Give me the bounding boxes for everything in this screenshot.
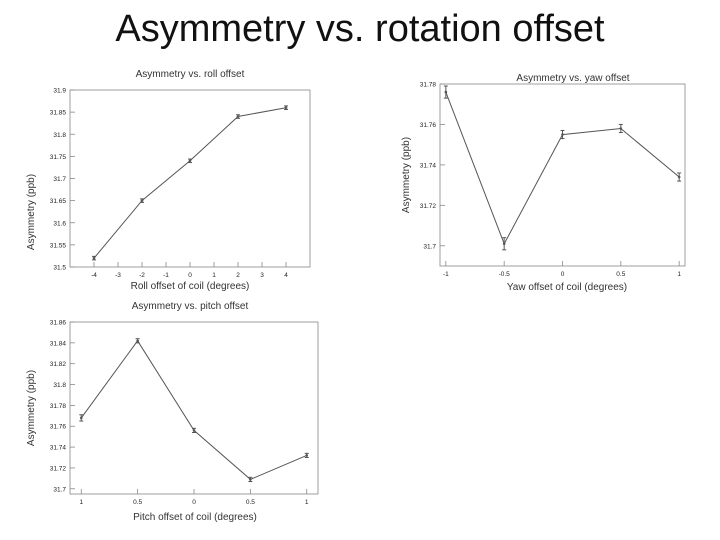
series-line [80, 339, 307, 480]
y-tick-label: 31.78 [420, 82, 437, 89]
x-tick-label: -3 [115, 272, 121, 279]
chart-title: Asymmetry vs. pitch offset [132, 301, 249, 312]
y-tick-label: 31.74 [420, 162, 437, 169]
y-tick-label: 31.86 [50, 320, 67, 327]
x-tick-label: 4 [284, 272, 288, 279]
y-tick-label: 31.82 [50, 361, 67, 368]
x-axis-label: Yaw offset of coil (degrees) [507, 282, 627, 293]
data-point [192, 429, 196, 432]
x-tick-label: 1 [305, 499, 309, 506]
data-point [561, 133, 564, 136]
y-tick-label: 31.7 [53, 486, 66, 493]
x-tick-label: 1 [79, 499, 83, 506]
y-axis-label: Asymmetry (ppb) [26, 174, 37, 250]
x-tick-label: -0.5 [499, 271, 511, 278]
y-tick-label: 31.55 [50, 242, 67, 249]
y-axis-label: Asymmetry (ppb) [26, 370, 37, 446]
x-axis-label: Roll offset of coil (degrees) [131, 281, 250, 292]
series-line [445, 91, 680, 245]
data-point [249, 478, 252, 481]
x-tick-label: 1 [677, 271, 681, 278]
data-point [502, 242, 506, 246]
x-tick-label: 1 [212, 272, 216, 279]
y-tick-label: 31.5 [53, 265, 66, 272]
data-point [188, 159, 192, 163]
plot-frame [69, 321, 319, 495]
data-point [619, 127, 623, 130]
data-point [79, 416, 83, 420]
y-tick-label: 31.76 [420, 122, 437, 129]
yaw-offset-chart: Asymmetry vs. yaw offset Asymmetry (ppb)… [401, 73, 686, 293]
x-tick-label: 3 [260, 272, 264, 279]
y-tick-label: 31.9 [53, 88, 66, 95]
y-tick-label: 31.65 [50, 198, 67, 205]
slide-title: Asymmetry vs. rotation offset [115, 8, 605, 50]
y-tick-label: 31.76 [50, 424, 67, 431]
x-tick-label: 0.5 [616, 271, 625, 278]
y-tick-label: 31.7 [53, 176, 66, 183]
y-tick-label: 31.78 [50, 403, 67, 410]
y-tick-label: 31.8 [53, 132, 66, 139]
x-tick-label: -1 [443, 271, 449, 278]
y-tick-label: 31.72 [50, 465, 67, 472]
y-tick-label: 31.75 [50, 154, 67, 161]
x-tick-label: 0 [561, 271, 565, 278]
x-tick-label: -1 [163, 272, 169, 279]
y-tick-label: 31.84 [50, 340, 67, 347]
y-tick-label: 31.6 [53, 220, 66, 227]
x-tick-label: 2 [236, 272, 240, 279]
x-tick-label: 0.5 [133, 499, 142, 506]
data-point [92, 256, 96, 260]
data-point [140, 199, 144, 202]
data-point [236, 115, 240, 118]
roll-offset-chart: Asymmetry vs. roll offset Asymmetry (ppb… [26, 69, 311, 292]
x-axis-label: Pitch offset of coil (degrees) [133, 512, 257, 523]
plot-frame [439, 83, 686, 267]
y-axis-label: Asymmetry (ppb) [401, 137, 412, 213]
series-line [93, 107, 287, 259]
data-point [136, 339, 139, 343]
plot-frame [69, 89, 311, 268]
pitch-offset-chart: Asymmetry vs. pitch offset Asymmetry (pp… [26, 301, 319, 523]
x-tick-label: 0 [192, 499, 196, 506]
y-tick-label: 31.8 [53, 382, 66, 389]
y-tick-label: 31.7 [423, 243, 436, 250]
data-point [305, 454, 309, 457]
chart-title: Asymmetry vs. roll offset [136, 69, 245, 80]
x-tick-label: 0 [188, 272, 192, 279]
x-tick-label: -4 [91, 272, 97, 279]
y-tick-label: 31.72 [420, 203, 437, 210]
data-point [677, 175, 681, 179]
data-point [444, 90, 448, 94]
y-tick-label: 31.85 [50, 110, 67, 117]
y-tick-label: 31.74 [50, 445, 67, 452]
chart-title: Asymmetry vs. yaw offset [516, 73, 629, 84]
x-tick-label: 0.5 [246, 499, 255, 506]
x-tick-label: -2 [139, 272, 145, 279]
data-point [284, 106, 288, 109]
